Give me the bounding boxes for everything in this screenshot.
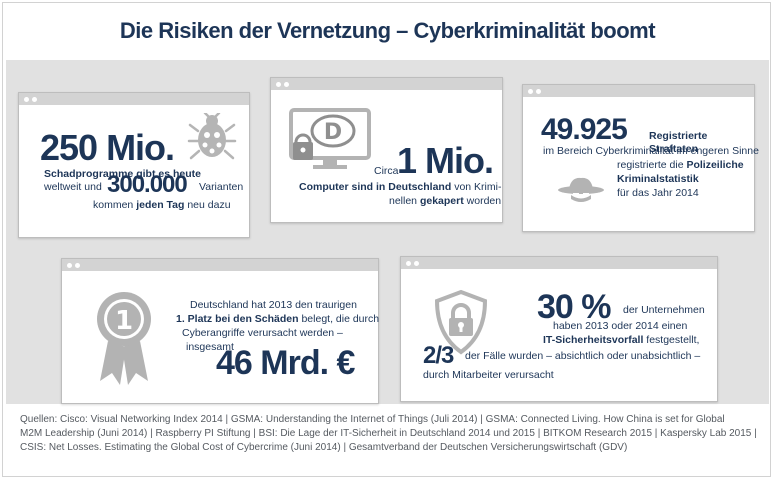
damages-text-1: Deutschland hat 2013 den traurigen [190,299,357,311]
incident-text-3-bold: IT-Sicherheitsvorfall [543,334,644,346]
window-bar [271,78,502,90]
rosette-number: 1 [115,306,133,336]
incident-text-1: der Unternehmen [623,304,705,316]
damages-text-2: 1. Platz bei den Schäden belegt, die dur… [176,313,379,326]
hijacked-text-2: nellen gekapert worden [389,195,501,208]
page-title: Die Risiken der Vernetzung – Cyberkrimin… [119,18,656,43]
monitor-letter: D [324,120,342,145]
hijacked-text-1-bold: Computer sind in Deutschland [299,181,452,193]
sources-line-3: CSIS: Net Losses. Estimating the Global … [20,442,628,453]
hacker-hat-icon [558,177,604,202]
card-malware: 250 Mio. Schadprogramme gibt es heute we… [18,92,250,238]
card-damages: 1 Deutschland hat 2013 den traurigen 1. … [61,258,379,404]
hacked-monitor-icon: D [289,108,371,169]
card-cybercrime-cases: 49.925 Registrierte Straftaten im Bereic… [522,84,759,232]
variants-count: 300.000 [107,171,188,198]
hijacked-count: 1 Mio. [397,140,494,181]
incident-text-4: der Fälle wurden – absichtlich oder unab… [465,350,701,362]
damages-text-3: Cyberangriffe verursacht werden – [182,327,343,339]
malware-count: 250 Mio. [40,127,175,168]
crime-text-3: registrierte die Polizeiliche [617,159,744,172]
hijacked-text-2-post: worden [466,195,502,207]
malware-text-3-pre: kommen [93,199,134,211]
sources-line-1: Quellen: Cisco: Visual Networking Index … [20,414,725,425]
card-security-incidents: 30 % der Unternehmen haben 2013 oder 201… [400,256,718,402]
bug-icon [187,113,237,160]
malware-text-3-bold: jeden Tag [136,199,185,211]
incident-text-5: durch Mitarbeiter verursacht [423,369,554,381]
window-bar [401,257,717,269]
incident-fraction: 2/3 [423,342,454,369]
circa-label: Circa [374,165,399,177]
hijacked-text-1-post: von Krimi- [454,181,502,193]
crime-text-3-pre: registrierte die [617,159,684,171]
malware-text-2-pre: weltweit und [44,181,102,193]
crime-text-5: für das Jahr 2014 [617,187,699,199]
malware-text-3-post: neu dazu [187,199,231,211]
sources-footnote: Quellen: Cisco: Visual Networking Index … [20,413,765,455]
crime-count: 49.925 [541,113,628,146]
card-hijacked-computers: D Circa 1 Mio. Computer sind in Deutschl… [270,77,503,223]
hijacked-text-2-pre: nellen [389,195,418,207]
incident-text-3: IT-Sicherheitsvorfall festgestellt, [543,334,699,347]
damages-text-4: insgesamt [186,341,234,353]
damages-amount: 46 Mrd. € [216,344,355,382]
rosette-icon: 1 [97,292,151,385]
crime-text-3-bold: Polizeiliche [686,159,744,171]
crime-text-2: im Bereich Cyberkriminalität im engeren … [543,145,759,157]
malware-text-2-post: Varianten [199,181,244,193]
crime-text-4: Kriminalstatistik [617,173,699,185]
malware-text-3: kommen jeden Tag neu dazu [93,199,231,212]
malware-text-1: Schadprogramme gibt es heute [44,168,201,180]
incident-percent: 30 % [537,288,611,326]
window-bar [523,85,754,97]
incident-text-3-post: festgestellt, [646,334,700,346]
shield-lock-icon [434,289,488,355]
incident-text-2: haben 2013 oder 2014 einen [553,320,688,332]
damages-text-2-post: belegt, die durch [301,313,380,325]
window-bar [19,93,249,105]
damages-text-2-bold: 1. Platz bei den Schäden [176,313,299,325]
window-bar [62,259,378,271]
hijacked-text-1: Computer sind in Deutschland von Krimi- [299,181,501,194]
crime-text-1: Registrierte Straftaten [649,130,708,155]
sources-line-2: M2M Leadership (Juni 2014) | Raspberry P… [20,428,757,439]
hijacked-text-2-bold: gekapert [419,195,464,207]
